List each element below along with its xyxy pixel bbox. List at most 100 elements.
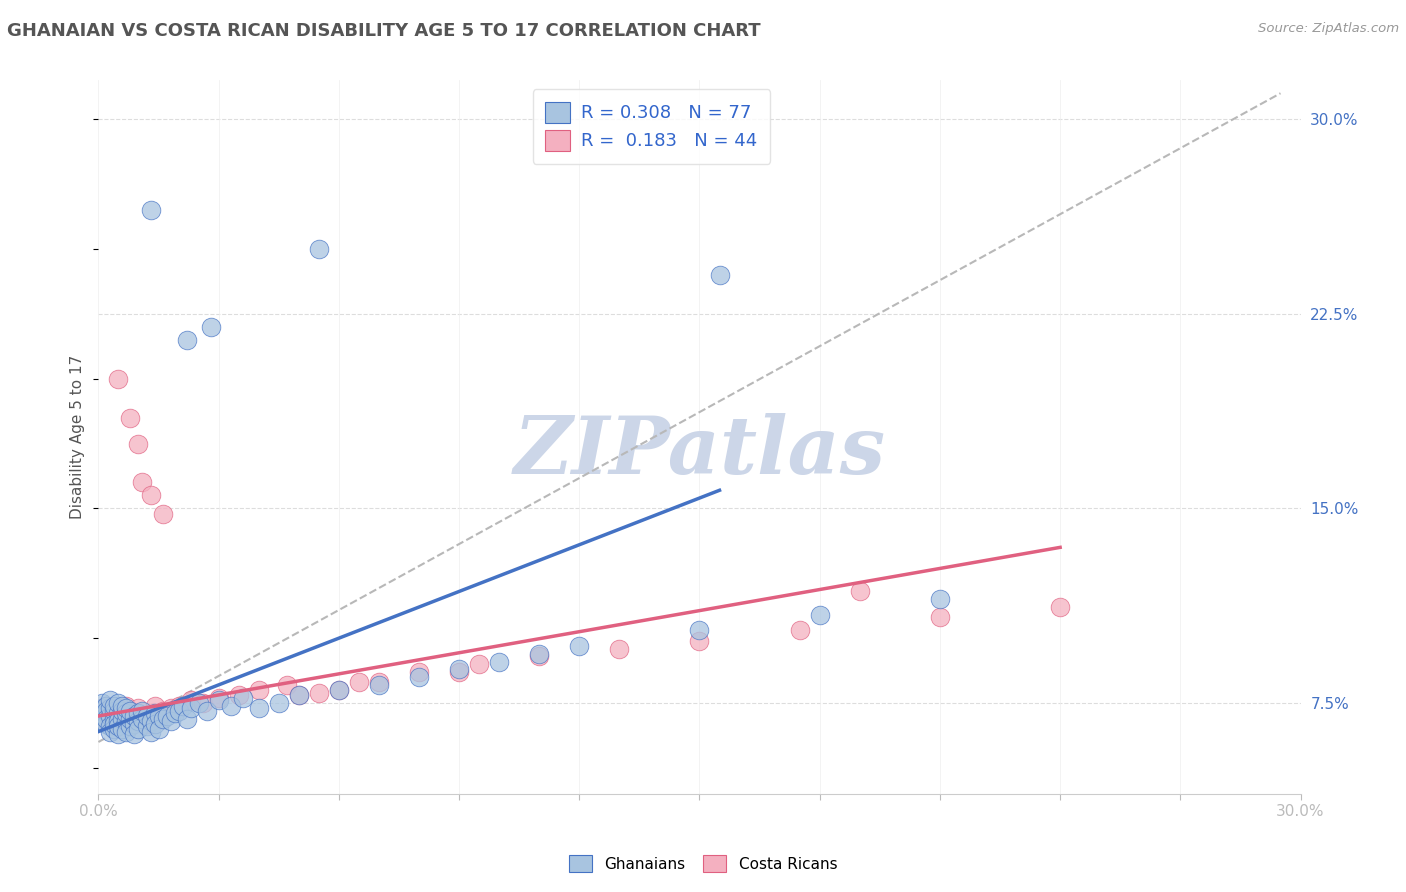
Point bbox=[529, 649, 551, 664]
Point bbox=[115, 724, 138, 739]
Point bbox=[148, 709, 170, 723]
Point bbox=[124, 709, 146, 723]
Point bbox=[155, 709, 177, 723]
Point bbox=[172, 698, 194, 713]
Point bbox=[135, 719, 157, 733]
Point bbox=[288, 688, 311, 702]
Point bbox=[232, 690, 254, 705]
Point bbox=[128, 436, 150, 450]
Point bbox=[131, 704, 153, 718]
Point bbox=[103, 704, 125, 718]
Point bbox=[247, 701, 270, 715]
Point bbox=[267, 696, 290, 710]
Point bbox=[100, 693, 122, 707]
Point bbox=[609, 641, 631, 656]
Point bbox=[120, 704, 142, 718]
Point bbox=[128, 714, 150, 729]
Legend: R = 0.308   N = 77, R =  0.183   N = 44: R = 0.308 N = 77, R = 0.183 N = 44 bbox=[533, 89, 770, 163]
Point bbox=[1049, 600, 1071, 615]
Point bbox=[120, 719, 142, 733]
Point bbox=[120, 706, 142, 721]
Point bbox=[789, 624, 811, 638]
Point bbox=[131, 709, 153, 723]
Point bbox=[228, 688, 250, 702]
Point bbox=[308, 242, 330, 256]
Point bbox=[139, 202, 162, 217]
Point bbox=[447, 662, 470, 676]
Point bbox=[128, 706, 150, 721]
Point bbox=[488, 655, 510, 669]
Point bbox=[152, 712, 174, 726]
Point bbox=[328, 683, 350, 698]
Point bbox=[100, 712, 122, 726]
Point bbox=[135, 716, 157, 731]
Point bbox=[91, 701, 114, 715]
Point bbox=[167, 698, 190, 713]
Point bbox=[152, 704, 174, 718]
Point bbox=[115, 701, 138, 715]
Point bbox=[96, 712, 118, 726]
Point bbox=[111, 714, 134, 729]
Point bbox=[107, 712, 129, 726]
Point bbox=[111, 704, 134, 718]
Point bbox=[107, 696, 129, 710]
Point bbox=[148, 712, 170, 726]
Point bbox=[91, 709, 114, 723]
Point bbox=[308, 686, 330, 700]
Point bbox=[689, 624, 711, 638]
Point bbox=[100, 709, 122, 723]
Point bbox=[139, 724, 162, 739]
Text: Source: ZipAtlas.com: Source: ZipAtlas.com bbox=[1258, 22, 1399, 36]
Point bbox=[100, 724, 122, 739]
Point bbox=[103, 706, 125, 721]
Point bbox=[107, 706, 129, 721]
Point bbox=[96, 714, 118, 729]
Point bbox=[124, 716, 146, 731]
Point bbox=[103, 698, 125, 713]
Point bbox=[139, 488, 162, 502]
Point bbox=[103, 716, 125, 731]
Point bbox=[200, 319, 222, 334]
Point bbox=[139, 706, 162, 721]
Point bbox=[120, 712, 142, 726]
Point bbox=[808, 607, 831, 622]
Point bbox=[100, 704, 122, 718]
Point bbox=[139, 714, 162, 729]
Point bbox=[100, 701, 122, 715]
Point bbox=[176, 712, 198, 726]
Point bbox=[187, 696, 209, 710]
Point bbox=[159, 701, 181, 715]
Point bbox=[176, 333, 198, 347]
Point bbox=[368, 678, 391, 692]
Point bbox=[568, 639, 591, 653]
Point bbox=[115, 714, 138, 729]
Point bbox=[91, 714, 114, 729]
Point bbox=[128, 722, 150, 736]
Point bbox=[191, 696, 214, 710]
Point bbox=[107, 727, 129, 741]
Point bbox=[929, 592, 952, 607]
Point bbox=[131, 712, 153, 726]
Point bbox=[115, 706, 138, 721]
Point bbox=[91, 701, 114, 715]
Point bbox=[163, 706, 186, 721]
Point bbox=[91, 709, 114, 723]
Point bbox=[143, 706, 166, 721]
Point bbox=[131, 475, 153, 490]
Point bbox=[167, 704, 190, 718]
Legend: Ghanaians, Costa Ricans: Ghanaians, Costa Ricans bbox=[561, 847, 845, 880]
Point bbox=[124, 727, 146, 741]
Point bbox=[96, 706, 118, 721]
Point bbox=[195, 704, 218, 718]
Point bbox=[408, 670, 430, 684]
Point bbox=[468, 657, 491, 672]
Point bbox=[111, 704, 134, 718]
Point bbox=[91, 696, 114, 710]
Point bbox=[219, 698, 242, 713]
Point bbox=[709, 268, 731, 282]
Point bbox=[115, 698, 138, 713]
Text: ZIPatlas: ZIPatlas bbox=[513, 413, 886, 490]
Point bbox=[103, 716, 125, 731]
Point bbox=[107, 701, 129, 715]
Point bbox=[849, 584, 872, 599]
